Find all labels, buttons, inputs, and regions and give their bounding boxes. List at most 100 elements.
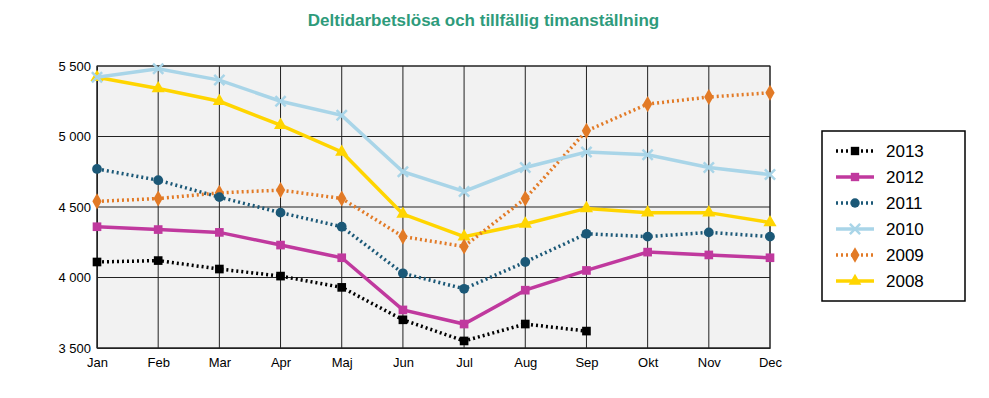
series-marker xyxy=(582,123,591,139)
x-tick-label: Jun xyxy=(393,355,414,370)
series-marker xyxy=(214,192,224,202)
series-marker xyxy=(153,64,163,74)
x-tick-label: Apr xyxy=(271,355,292,370)
x-axis: JanFebMarAprMajJunJulAugSepOktNovDec xyxy=(87,348,783,370)
x-tick: Sep xyxy=(575,348,598,370)
series-marker xyxy=(643,232,653,242)
y-tick-label: 4 500 xyxy=(58,200,91,215)
y-tick-label: 5 000 xyxy=(58,129,91,144)
legend-marker xyxy=(849,274,862,285)
legend-label: 2011 xyxy=(886,194,923,213)
x-tick: Jul xyxy=(456,348,473,370)
series-marker xyxy=(520,257,530,267)
series-2013 xyxy=(93,256,591,345)
series-marker xyxy=(765,85,774,101)
legend-marker xyxy=(850,198,859,207)
series-line xyxy=(97,69,770,192)
series-2012 xyxy=(93,222,775,328)
series-line xyxy=(97,261,586,341)
legend-marker xyxy=(851,147,859,155)
legend: 201320122011201020092008 xyxy=(822,131,965,301)
series-2008 xyxy=(90,70,776,241)
legend-label: 2010 xyxy=(886,220,924,239)
series-marker xyxy=(275,96,285,106)
grid-line-y xyxy=(97,207,770,208)
series-marker xyxy=(276,208,286,218)
series-marker xyxy=(335,144,348,155)
series-marker xyxy=(704,89,713,105)
title: Deltidarbetslösa och tillfällig timanstä… xyxy=(308,11,659,30)
series-marker xyxy=(398,167,408,177)
grid-line-y xyxy=(97,136,770,137)
grid xyxy=(97,66,770,348)
series-line xyxy=(97,227,770,324)
series-marker xyxy=(152,81,165,92)
y-tick: 4 500 xyxy=(58,200,97,215)
series-marker xyxy=(704,227,714,237)
series-2010 xyxy=(92,64,775,197)
series-marker xyxy=(93,222,102,231)
plot-frame xyxy=(97,66,770,348)
plot-background xyxy=(97,66,770,348)
series-marker xyxy=(643,150,653,160)
series-marker xyxy=(398,229,407,245)
series-marker xyxy=(215,228,224,237)
series-marker xyxy=(459,238,468,254)
series-marker xyxy=(154,190,163,206)
series-marker xyxy=(276,241,285,250)
series-marker xyxy=(214,75,224,85)
series-marker xyxy=(399,315,408,324)
x-tick-label: Aug xyxy=(514,355,537,370)
series-marker xyxy=(765,169,775,179)
series-marker xyxy=(520,162,530,172)
x-tick-label: Mar xyxy=(209,355,232,370)
series-marker xyxy=(521,286,530,295)
y-axis: 3 5004 0004 5005 0005 500 xyxy=(58,59,97,356)
y-tick: 4 000 xyxy=(58,270,97,285)
y-tick: 5 000 xyxy=(58,129,97,144)
x-tick-label: Nov xyxy=(698,355,722,370)
x-tick: Jun xyxy=(393,348,414,370)
series-marker xyxy=(582,266,591,275)
series-marker xyxy=(702,205,715,216)
series-marker xyxy=(459,284,469,294)
series-marker xyxy=(519,216,532,227)
series-marker xyxy=(274,118,287,129)
series-marker xyxy=(337,190,346,206)
series-marker xyxy=(276,182,285,198)
legend-marker xyxy=(851,173,859,181)
grid-line-y xyxy=(97,277,770,278)
x-tick: Dec xyxy=(759,348,783,370)
x-tick-label: Sep xyxy=(575,355,598,370)
series-marker xyxy=(580,201,593,212)
x-tick: Nov xyxy=(698,348,722,370)
x-tick-label: Maj xyxy=(332,355,353,370)
series-marker xyxy=(460,320,469,329)
series-marker xyxy=(92,72,102,82)
series-marker xyxy=(337,222,347,232)
series-line xyxy=(97,77,770,236)
series-marker xyxy=(582,327,591,336)
series-marker xyxy=(460,337,469,346)
x-tick: Feb xyxy=(147,348,169,370)
series-line xyxy=(97,93,770,247)
series-marker xyxy=(521,320,530,329)
plot-area xyxy=(90,64,776,346)
series-marker xyxy=(765,232,775,242)
series-marker xyxy=(766,253,775,262)
series-marker xyxy=(521,190,530,206)
series-marker xyxy=(704,162,714,172)
series-2009 xyxy=(92,85,774,255)
legend-marker xyxy=(850,224,860,234)
x-tick: Jan xyxy=(87,348,108,370)
x-tick-label: Feb xyxy=(147,355,169,370)
series-marker xyxy=(213,94,226,105)
chart: Deltidarbetslösa och tillfällig timanstä… xyxy=(0,0,989,398)
series-marker xyxy=(337,110,347,120)
series-marker xyxy=(93,258,102,267)
series-marker xyxy=(92,164,102,174)
series-marker xyxy=(337,283,346,292)
series-marker xyxy=(153,175,163,185)
series-marker xyxy=(396,206,409,217)
x-tick: Maj xyxy=(332,348,353,370)
